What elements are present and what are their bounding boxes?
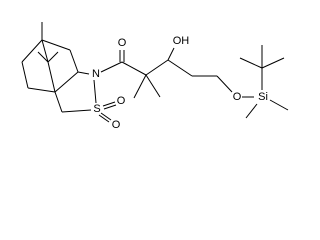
bond (102, 101, 116, 107)
bond (261, 57, 285, 69)
bond (167, 59, 193, 77)
bond (100, 112, 112, 121)
bond (145, 59, 169, 76)
bonds (21, 22, 289, 123)
page: {"atoms": ["O", "OH", "N", "S", "O", "O"… (21, 22, 289, 131)
atom-label: O (112, 119, 121, 131)
bond (69, 49, 79, 73)
bond (27, 87, 56, 93)
bond (100, 61, 123, 73)
wedge-bond (167, 47, 175, 61)
bond (41, 39, 71, 51)
wedge-bond (77, 71, 90, 75)
bond (245, 103, 258, 119)
bond (133, 74, 147, 99)
atom-label: N (92, 68, 100, 80)
bond (37, 51, 49, 63)
bond (145, 74, 161, 98)
bond (121, 61, 147, 76)
bond (239, 57, 263, 69)
atom-label: S (93, 103, 100, 115)
bond (269, 99, 289, 111)
bond (21, 39, 43, 63)
atom-label: Si (258, 91, 268, 103)
atom-label: O (233, 91, 242, 103)
bond (47, 61, 56, 93)
atom-label: O (117, 95, 126, 107)
bond (103, 104, 117, 110)
bond (21, 61, 29, 89)
bond (216, 75, 233, 93)
bond (47, 51, 59, 63)
structure-diagram: O OH N S O O O Si (21, 22, 289, 131)
atom-label: OH (173, 35, 190, 47)
bond (54, 71, 79, 93)
bond (54, 91, 63, 113)
atom-label: O (118, 37, 127, 49)
bond (41, 39, 49, 63)
atom-labels: O OH N S O O O Si (92, 35, 268, 131)
bond (98, 114, 110, 123)
bond (93, 79, 97, 104)
bond (61, 109, 92, 113)
